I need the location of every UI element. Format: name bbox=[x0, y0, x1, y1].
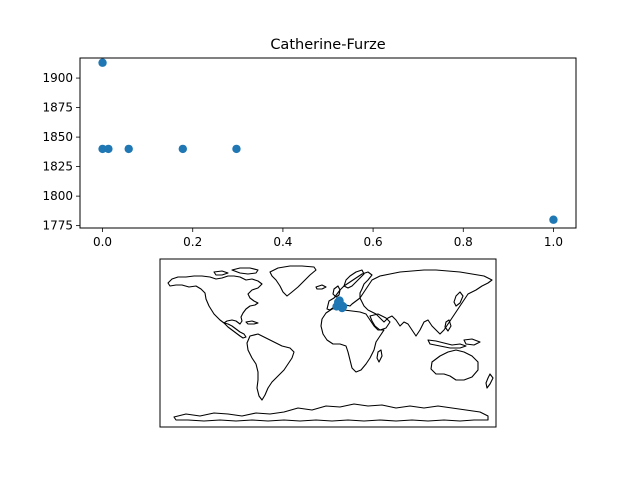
coastline-new-zealand bbox=[485, 373, 494, 389]
x-tick-label: 0.2 bbox=[183, 235, 202, 249]
coastline-arabia bbox=[369, 313, 391, 331]
y-axis: 1775 1800 1825 1850 1875 1900 bbox=[42, 71, 80, 233]
coastline-japan bbox=[453, 291, 464, 307]
scatter-title: Catherine-Furze bbox=[270, 37, 385, 53]
x-tick-label: 0.8 bbox=[454, 235, 473, 249]
x-tick-label: 1.0 bbox=[544, 235, 563, 249]
map-points-series bbox=[332, 296, 348, 313]
coastline-caribbean bbox=[245, 320, 259, 325]
y-tick-label: 1800 bbox=[42, 189, 73, 203]
x-axis: 0.0 0.2 0.4 0.6 0.8 1.0 bbox=[93, 228, 563, 249]
map-background bbox=[160, 259, 496, 427]
y-tick-label: 1825 bbox=[42, 160, 73, 174]
scatter-point bbox=[98, 58, 107, 67]
y-tick-label: 1850 bbox=[42, 130, 73, 144]
coastline-arctic-islands bbox=[231, 267, 259, 275]
y-tick-label: 1875 bbox=[42, 101, 73, 115]
map-frame bbox=[159, 258, 497, 428]
coastline-new-guinea bbox=[463, 338, 481, 346]
scatter-panel: Catherine-Furze 0.0 0.2 0.4 0.6 0.8 1.0 17751… bbox=[42, 37, 577, 249]
map-point bbox=[335, 296, 344, 305]
scatter-point bbox=[124, 144, 133, 154]
coastline-africa bbox=[320, 307, 385, 373]
scatter-point bbox=[232, 144, 241, 154]
coastline-philippines bbox=[444, 319, 452, 332]
x-tick-label: 0.6 bbox=[364, 235, 383, 249]
coastline-antarctica bbox=[173, 403, 489, 422]
y-tick-label: 1900 bbox=[42, 71, 73, 85]
scatter-point bbox=[104, 144, 113, 154]
scatter-point bbox=[549, 215, 558, 224]
y-tick-label: 1775 bbox=[42, 219, 73, 233]
coastline-central-america bbox=[223, 322, 247, 339]
scatter-series bbox=[98, 58, 558, 224]
map-coastlines bbox=[167, 265, 494, 422]
coastline-scandinavia bbox=[343, 269, 365, 289]
coastline-north-america bbox=[167, 275, 263, 325]
coastline-arctic-islands-2 bbox=[213, 270, 229, 276]
coastline-iceland bbox=[315, 284, 327, 290]
coastline-indonesia bbox=[427, 339, 467, 349]
coastline-australia bbox=[430, 349, 479, 381]
x-tick-label: 0.4 bbox=[273, 235, 292, 249]
coastline-great-britain bbox=[332, 285, 341, 298]
coastline-greenland bbox=[269, 265, 317, 297]
scatter-point bbox=[98, 144, 107, 154]
map-panel bbox=[159, 258, 497, 428]
scatter-point bbox=[178, 144, 188, 154]
x-tick-label: 0.0 bbox=[93, 235, 112, 249]
scatter-axes-frame bbox=[79, 57, 577, 229]
coastline-south-america bbox=[246, 333, 295, 401]
coastline-madagascar bbox=[376, 349, 383, 363]
